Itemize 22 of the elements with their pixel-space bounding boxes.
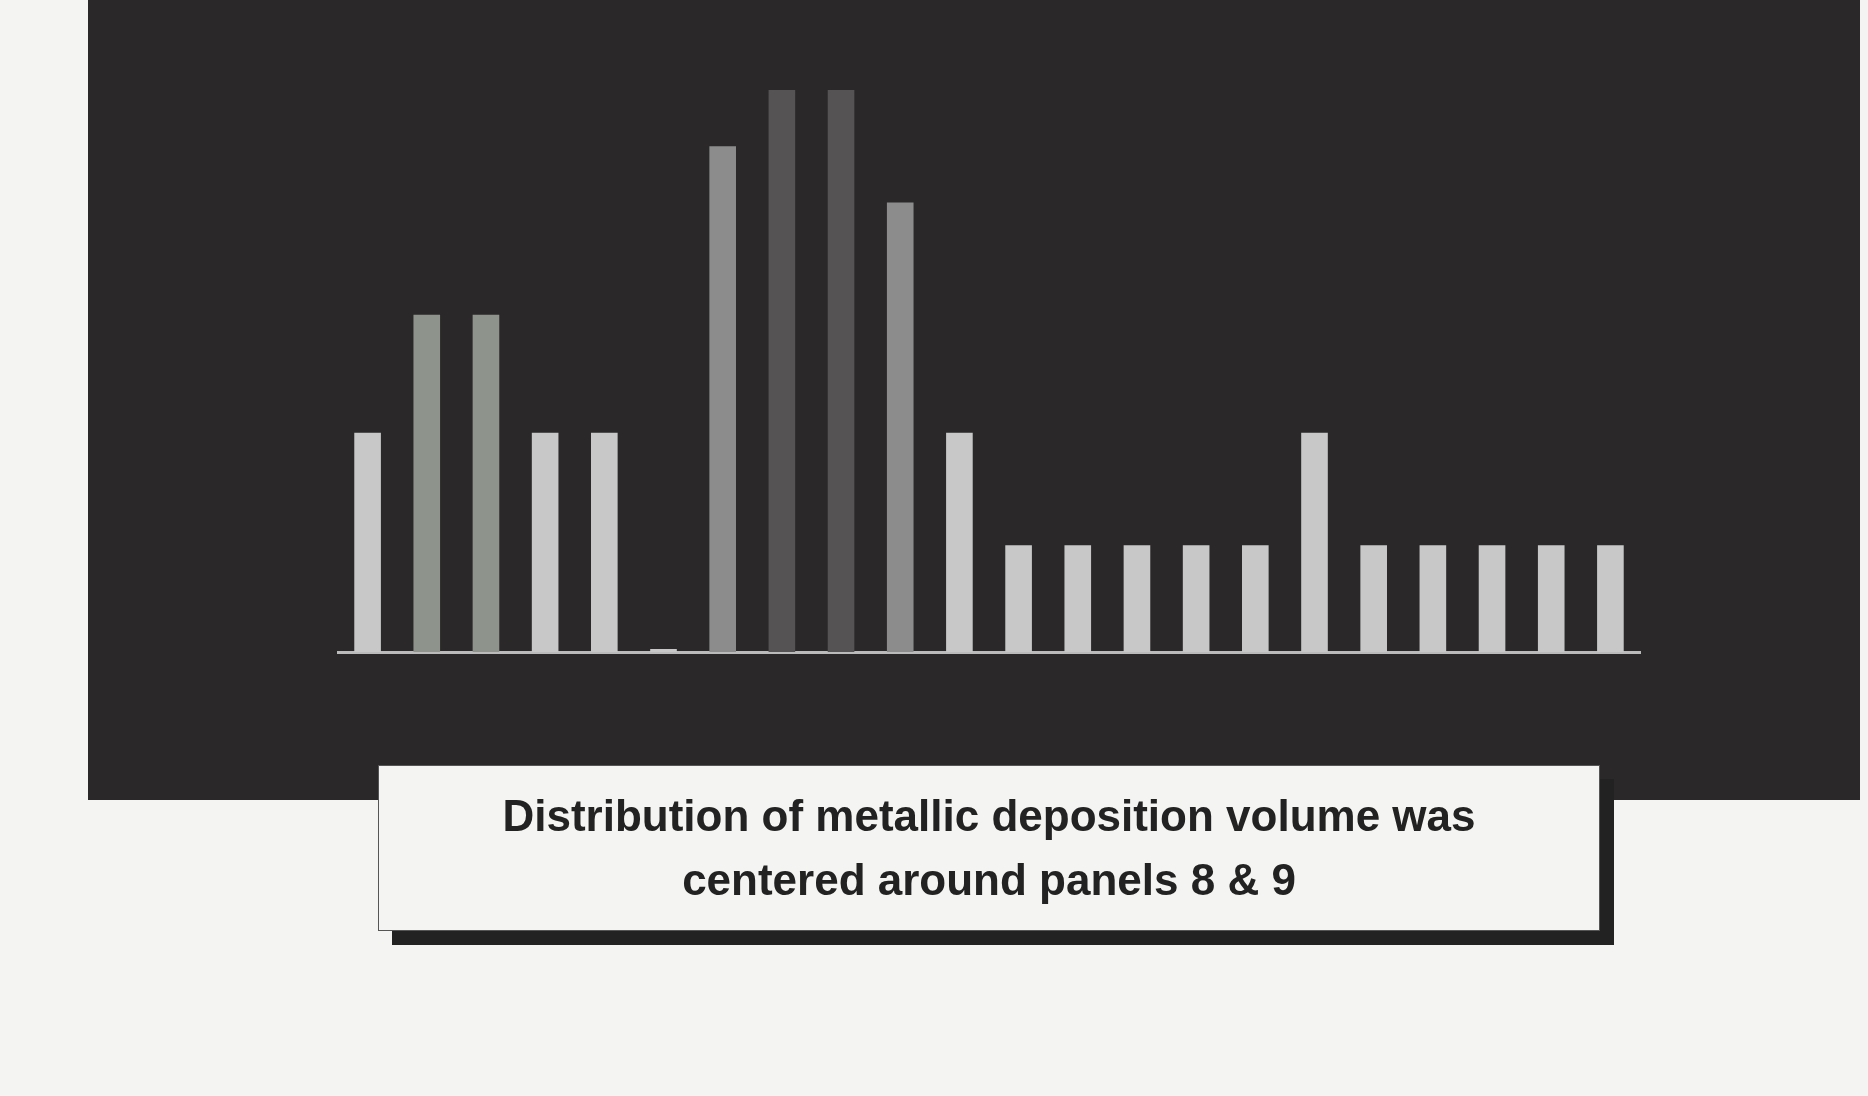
bar xyxy=(1301,432,1328,652)
text: Distribution of metallic deposition volume was centered around panels 8 & 9 xyxy=(501,790,1477,906)
bar xyxy=(591,432,618,652)
bar xyxy=(1478,545,1506,652)
bar xyxy=(354,432,381,652)
bar xyxy=(1064,545,1092,652)
bar xyxy=(709,146,736,652)
bar xyxy=(1360,545,1387,652)
bar xyxy=(1419,545,1447,652)
bar xyxy=(1123,545,1151,652)
bar xyxy=(827,90,855,652)
bar xyxy=(413,314,441,652)
bar xyxy=(946,432,973,652)
bar xyxy=(768,90,796,652)
bar xyxy=(886,202,914,652)
bar xyxy=(1005,545,1032,652)
bar xyxy=(1537,545,1565,652)
bar xyxy=(472,314,500,652)
bar xyxy=(1597,545,1624,652)
bar xyxy=(1242,545,1269,652)
bar xyxy=(1182,545,1210,652)
bar xyxy=(531,432,559,652)
